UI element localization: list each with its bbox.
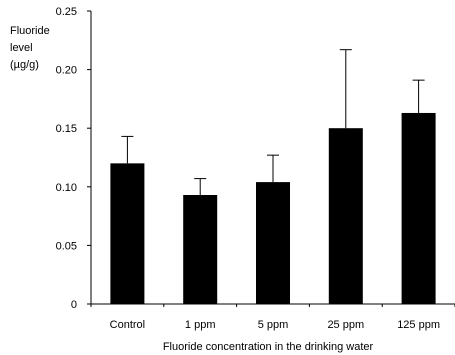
x-tick-label: 5 ppm bbox=[258, 319, 289, 331]
bar-0 bbox=[110, 163, 145, 304]
bar-4 bbox=[401, 112, 436, 305]
chart-bars bbox=[110, 112, 436, 305]
error-bars bbox=[121, 49, 425, 196]
y-tick-label: 0.05 bbox=[56, 240, 77, 252]
y-axis-label-line: (µg/g) bbox=[10, 59, 39, 71]
y-tick-label: 0.25 bbox=[56, 6, 77, 18]
y-tick-label: 0.10 bbox=[56, 182, 77, 194]
y-axis-label: Fluoride level (µg/g) bbox=[10, 25, 50, 71]
y-tick-label: 0 bbox=[71, 299, 77, 311]
x-axis-tick-labels: Control 1 ppm 5 ppm 25 ppm 125 ppm bbox=[110, 319, 440, 331]
y-axis-ticks: 0 0.05 0.10 0.15 0.20 0.25 bbox=[56, 6, 91, 311]
x-axis-label: Fluoride concentration in the drinking w… bbox=[163, 341, 374, 353]
y-axis-label-line: Fluoride bbox=[10, 25, 50, 37]
y-tick-label: 0.20 bbox=[56, 65, 77, 77]
bar-1 bbox=[183, 195, 218, 304]
bar-2 bbox=[256, 182, 290, 304]
x-tick-label: 25 ppm bbox=[327, 319, 364, 331]
x-tick-label: 1 ppm bbox=[185, 319, 216, 331]
x-tick-label: Control bbox=[110, 319, 145, 331]
y-tick-label: 0.15 bbox=[56, 123, 77, 135]
x-tick-label: 125 ppm bbox=[397, 319, 440, 331]
bar-3 bbox=[328, 128, 363, 304]
y-axis-label-line: level bbox=[10, 42, 33, 54]
